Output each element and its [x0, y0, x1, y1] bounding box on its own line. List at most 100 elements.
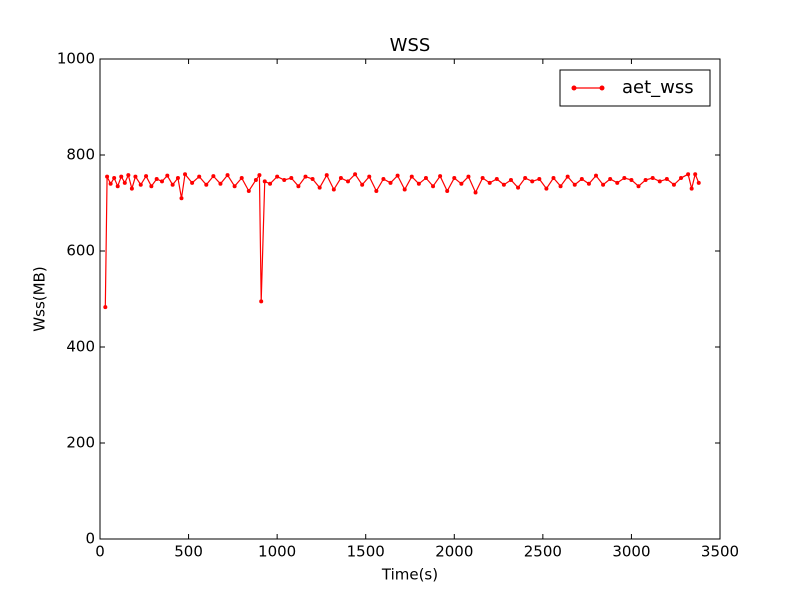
y-tick-label: 800	[66, 146, 95, 164]
data-point	[303, 174, 308, 179]
y-tick-label: 1000	[57, 50, 95, 68]
data-point	[402, 187, 407, 192]
data-point	[119, 174, 124, 179]
data-point	[686, 172, 691, 177]
data-point	[445, 189, 450, 193]
data-point	[466, 174, 471, 179]
chart-title: WSS	[390, 35, 431, 56]
data-point	[501, 182, 506, 187]
data-point	[122, 180, 127, 185]
data-point	[608, 177, 613, 181]
x-axis-label: Time(s)	[381, 566, 438, 584]
data-point	[112, 176, 117, 181]
data-point	[160, 179, 164, 184]
data-point	[551, 176, 556, 181]
data-point	[257, 173, 262, 178]
data-point	[530, 179, 535, 184]
data-point	[190, 180, 195, 185]
data-point	[374, 189, 379, 193]
y-tick-label: 0	[85, 530, 95, 548]
data-point	[696, 180, 701, 185]
data-point	[197, 174, 202, 179]
data-point	[657, 179, 662, 184]
data-point	[246, 189, 251, 193]
data-point	[487, 180, 492, 185]
data-point	[558, 184, 563, 189]
data-point	[523, 176, 528, 181]
data-point	[149, 184, 154, 189]
data-point	[129, 186, 134, 191]
data-point	[232, 184, 237, 189]
data-point	[622, 176, 627, 181]
plot-frame	[99, 58, 721, 540]
legend-box	[559, 69, 711, 107]
x-tick-label: 3500	[701, 543, 739, 561]
data-point	[388, 180, 393, 185]
data-point	[693, 172, 698, 177]
data-point	[115, 184, 120, 189]
data-point	[218, 181, 223, 186]
x-tick-label: 2000	[435, 543, 473, 561]
data-point	[253, 177, 258, 182]
data-point	[565, 174, 570, 179]
data-point	[650, 176, 655, 181]
data-point	[409, 174, 414, 179]
x-tick-label: 3000	[612, 543, 650, 561]
data-point	[360, 182, 365, 187]
data-point	[154, 177, 159, 181]
data-point	[601, 182, 606, 187]
data-point	[103, 305, 108, 310]
data-point	[133, 174, 138, 179]
data-point	[452, 176, 457, 181]
data-point	[331, 187, 336, 192]
data-point	[572, 182, 577, 187]
data-point	[615, 180, 620, 185]
data-point	[170, 182, 175, 187]
data-point	[346, 179, 350, 184]
data-point	[204, 182, 209, 187]
data-point	[367, 174, 372, 179]
y-axis-label: Wss(MB)	[31, 266, 49, 331]
data-point	[381, 177, 386, 181]
data-point	[473, 190, 478, 195]
y-tick-label: 600	[66, 242, 95, 260]
data-point	[494, 177, 499, 181]
data-point	[108, 181, 113, 186]
data-point	[423, 176, 428, 181]
data-point	[508, 177, 513, 182]
data-point	[211, 174, 216, 179]
data-point	[431, 184, 436, 189]
data-point	[338, 176, 343, 181]
data-point	[144, 174, 149, 179]
data-point	[138, 182, 143, 187]
data-point	[544, 186, 549, 191]
data-point	[594, 173, 598, 178]
data-point	[416, 181, 421, 186]
data-point	[353, 172, 358, 177]
legend-label: aet_wss	[622, 77, 694, 98]
data-point	[671, 182, 676, 187]
data-point	[679, 176, 684, 181]
data-point	[324, 173, 329, 178]
data-point	[183, 172, 188, 177]
data-point	[275, 174, 280, 179]
x-tick-label: 500	[174, 543, 203, 561]
data-point	[175, 176, 180, 181]
data-point	[262, 179, 267, 184]
x-tick-label: 1000	[258, 543, 296, 561]
data-point	[664, 177, 669, 181]
data-point	[282, 177, 287, 182]
data-point	[239, 176, 244, 181]
data-point	[225, 173, 230, 178]
data-point	[289, 176, 294, 181]
data-point	[296, 184, 301, 189]
x-tick-label: 0	[95, 543, 105, 561]
data-point	[259, 299, 264, 304]
data-point	[126, 173, 131, 178]
data-point	[317, 185, 322, 190]
legend-marker	[599, 85, 605, 91]
data-point	[689, 186, 694, 191]
y-tick-label: 200	[66, 434, 95, 452]
